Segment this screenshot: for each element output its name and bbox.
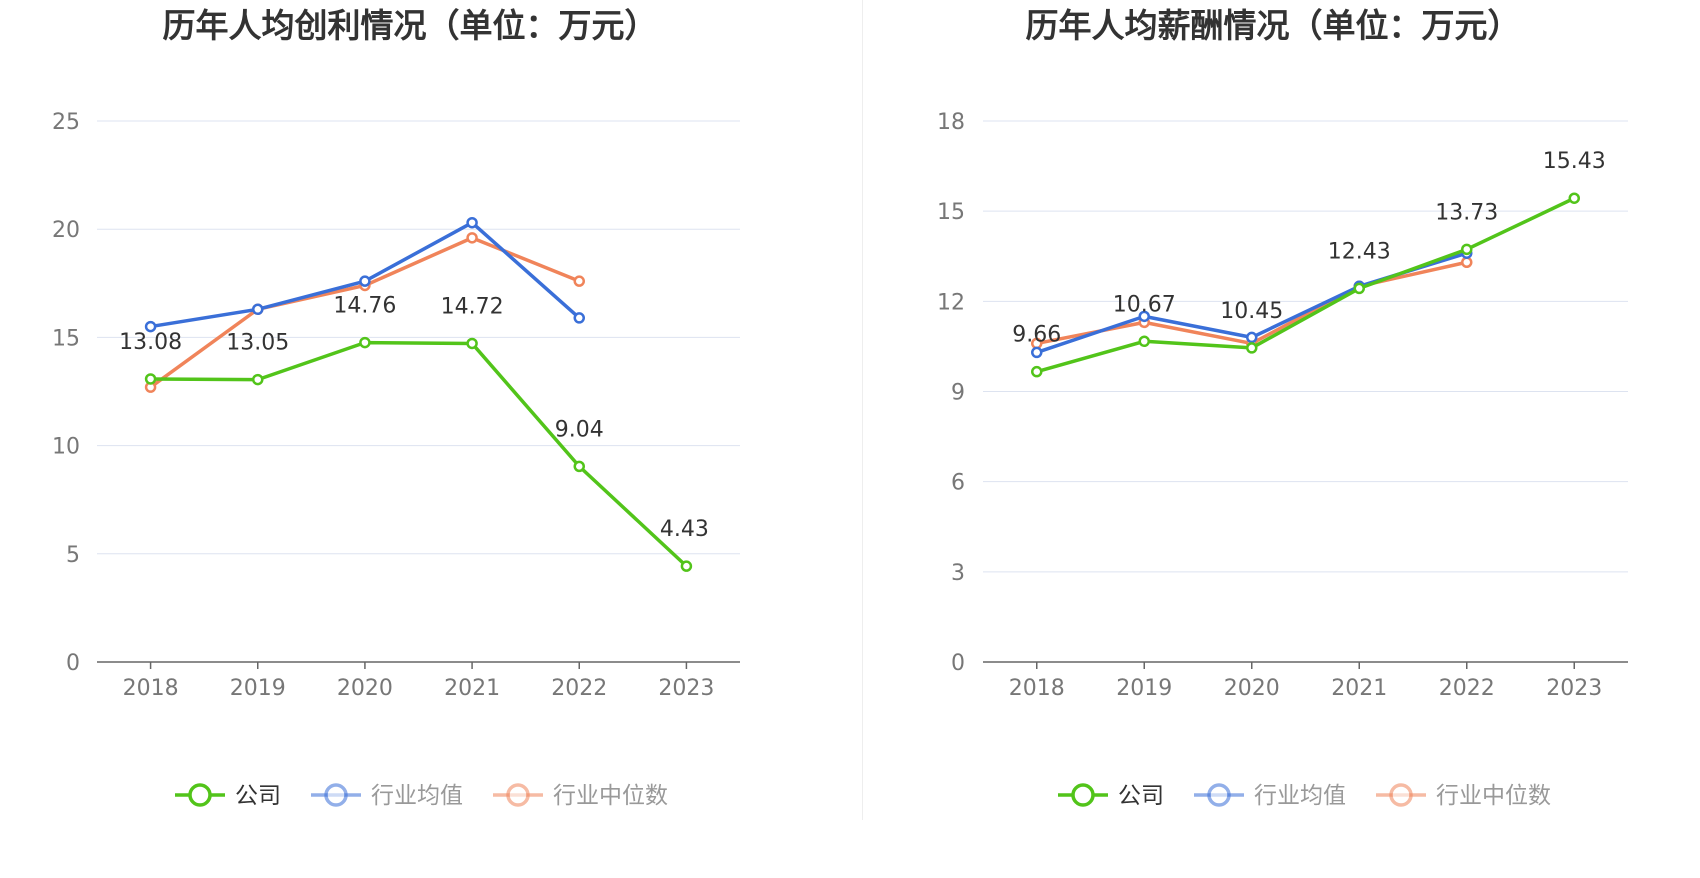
data-label: 10.45: [1220, 299, 1283, 324]
x-tick-label: 2022: [1439, 676, 1495, 701]
series-company: [144, 336, 693, 572]
y-tick-label: 0: [66, 651, 80, 676]
data-point-industry_avg[interactable]: [573, 312, 585, 324]
data-label: 10.67: [1113, 292, 1176, 317]
y-tick-label: 0: [951, 651, 965, 676]
data-point-industry_avg[interactable]: [1246, 331, 1258, 344]
data-label: 9.04: [555, 417, 604, 442]
x-tick-label: 2020: [1224, 676, 1280, 701]
x-tick-label: 2023: [1546, 676, 1602, 701]
data-label: 13.08: [119, 330, 182, 355]
y-tick-label: 18: [937, 110, 965, 135]
data-point-industry_median[interactable]: [1461, 256, 1473, 269]
data-point-company[interactable]: [359, 336, 371, 349]
profit-chart: 历年人均创利情况（单位：万元） 0 5 10 15 20 25 2018 2019 2020 202…: [52, 6, 740, 809]
legend-label: 行业中位数: [1436, 783, 1551, 809]
y-tick-label: 9: [951, 381, 965, 406]
chart-title: 历年人均薪酬情况（单位：万元）: [1026, 6, 1521, 45]
series-line-company: [1036, 196, 1576, 374]
chart-title: 历年人均创利情况（单位：万元）: [163, 6, 658, 45]
data-label: 13.73: [1435, 200, 1498, 225]
x-tick-label: 2018: [123, 676, 179, 701]
legend-marker-icon: [1389, 783, 1413, 807]
data-point-company[interactable]: [1246, 342, 1258, 354]
legend-marker-icon: [506, 783, 530, 807]
y-tick-label: 20: [52, 218, 80, 243]
data-point-industry_avg[interactable]: [1031, 346, 1043, 359]
data-point-industry_avg[interactable]: [466, 216, 478, 229]
x-tick-label: 2019: [1116, 676, 1172, 701]
legend-label: 行业均值: [371, 783, 463, 809]
data-point-industry_avg[interactable]: [1138, 310, 1150, 323]
x-tick-label: 2023: [658, 676, 714, 701]
data-point-company[interactable]: [573, 460, 585, 473]
data-point-company[interactable]: [1031, 365, 1043, 378]
salary-chart: 历年人均薪酬情况（单位：万元） 0 3 6 9 12 15 18 2018 2019 2020 202…: [937, 6, 1628, 809]
data-label: 14.72: [441, 294, 504, 319]
x-tick-label: 2020: [337, 676, 393, 701]
y-tick-label: 25: [52, 110, 80, 135]
data-point-company[interactable]: [1138, 335, 1150, 348]
legend-item-company[interactable]: 公司: [1058, 783, 1164, 809]
legend-marker-icon: [188, 783, 212, 807]
data-point-industry_median[interactable]: [466, 232, 478, 244]
data-point-industry_avg[interactable]: [359, 275, 371, 287]
series-industry_avg: [144, 216, 585, 333]
x-tick-label: 2018: [1009, 676, 1065, 701]
y-tick-label: 12: [937, 290, 965, 315]
data-point-company[interactable]: [1568, 192, 1580, 204]
data-point-company[interactable]: [252, 373, 264, 386]
data-label: 12.43: [1328, 239, 1391, 264]
data-point-company[interactable]: [466, 337, 478, 350]
legend-label: 公司: [235, 783, 281, 809]
x-tick-label: 2021: [1331, 676, 1387, 701]
y-tick-label: 15: [52, 326, 80, 351]
chart-panel-profit: 历年人均创利情况（单位：万元） 0 5 10 15 20 25 2018 2019 2020 202…: [52, 6, 740, 809]
panel-divider: [862, 0, 863, 820]
data-point-company[interactable]: [1461, 243, 1473, 256]
legend-label: 公司: [1118, 783, 1164, 809]
chart-panel-salary: 历年人均薪酬情况（单位：万元） 0 3 6 9 12 15 18 2018 2019 2020 202…: [863, 0, 1700, 874]
x-tick-label: 2022: [551, 676, 607, 701]
data-point-industry_avg[interactable]: [144, 320, 157, 333]
legend-label: 行业中位数: [553, 783, 668, 809]
data-label: 15.43: [1543, 149, 1606, 174]
data-point-company[interactable]: [1353, 282, 1365, 295]
data-label: 13.05: [226, 331, 289, 356]
data-label: 9.66: [1012, 323, 1061, 348]
x-tick-label: 2021: [444, 676, 500, 701]
data-label: 14.76: [333, 294, 396, 319]
data-point-industry_avg[interactable]: [252, 303, 264, 316]
legend-item-industry_median[interactable]: 行业中位数: [1376, 783, 1551, 809]
legend-label: 行业均值: [1254, 783, 1346, 809]
legend-marker-icon: [1071, 783, 1095, 807]
y-tick-label: 6: [951, 471, 965, 496]
legend-marker-icon: [1207, 783, 1231, 807]
data-point-company[interactable]: [680, 560, 693, 572]
data-label: 4.43: [660, 517, 709, 542]
y-tick-label: 15: [937, 200, 965, 225]
series-line-company: [150, 340, 688, 568]
data-point-company[interactable]: [144, 373, 157, 385]
series-company: [1031, 192, 1580, 378]
legend-item-industry_avg[interactable]: 行业均值: [1194, 783, 1346, 809]
legend-item-industry_avg[interactable]: 行业均值: [311, 783, 463, 809]
x-tick-label: 2019: [230, 676, 286, 701]
legend-marker-icon: [324, 783, 348, 807]
y-tick-label: 5: [66, 543, 80, 568]
legend-item-industry_median[interactable]: 行业中位数: [493, 783, 668, 809]
legend-item-company[interactable]: 公司: [175, 783, 281, 809]
y-tick-label: 3: [951, 561, 965, 586]
y-tick-label: 10: [52, 435, 80, 460]
data-point-industry_median[interactable]: [573, 275, 585, 287]
